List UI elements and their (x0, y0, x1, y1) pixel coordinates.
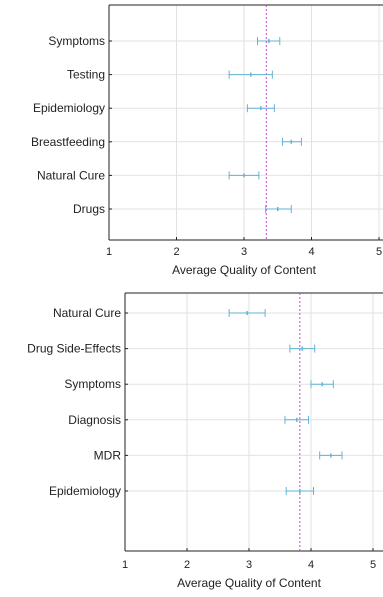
category-label: Drugs (73, 202, 105, 216)
x-tick-label: 3 (246, 559, 252, 571)
errorbar-diagnosis (284, 415, 310, 424)
x-tick-label: 5 (370, 559, 376, 571)
category-label: Natural Cure (53, 306, 121, 320)
x-axis-label: Average Quality of Content (177, 576, 322, 590)
chart-panel-1: 1 2 3 4 5 Average Quality of Content Symptoms T… (31, 4, 383, 277)
errorbar-epidemiology (285, 487, 314, 495)
x-tick-label: 1 (106, 246, 112, 258)
chart-panel-2: 1 2 3 4 5 Average Quality of Content Natural C… (27, 292, 383, 590)
errorbar-breastfeeding (281, 137, 302, 146)
x-axis-label: Average Quality of Content (172, 263, 317, 277)
category-label: Diagnosis (68, 413, 121, 427)
errorbar-natural-cure (228, 171, 260, 180)
errorbar-drug-side-effects (289, 344, 316, 353)
errorbar-drugs (265, 205, 292, 213)
category-label: Drug Side-Effects (27, 342, 121, 356)
category-label: Epidemiology (49, 484, 121, 498)
errorbar-testing (228, 70, 273, 79)
errorbar-natural-cure (228, 309, 266, 317)
x-tick-label: 4 (308, 246, 314, 258)
x-tick-label: 2 (173, 246, 179, 258)
category-label: MDR (94, 448, 122, 462)
x-tick-label: 1 (122, 559, 128, 571)
category-label: Symptoms (64, 377, 121, 391)
x-tick-label: 3 (241, 246, 247, 258)
errorbar-epidemiology (246, 104, 275, 113)
x-tick-label: 4 (308, 559, 314, 571)
errorbar-mdr (319, 451, 343, 460)
errorbar-symptoms (310, 380, 334, 389)
category-label: Symptoms (48, 34, 105, 48)
x-tick-label: 2 (184, 559, 190, 571)
category-label: Testing (67, 68, 105, 82)
category-label: Epidemiology (33, 101, 105, 115)
x-tick-label: 5 (376, 246, 382, 258)
category-label: Breastfeeding (31, 135, 105, 149)
errorbar-symptoms (257, 37, 281, 45)
category-label: Natural Cure (37, 168, 105, 182)
